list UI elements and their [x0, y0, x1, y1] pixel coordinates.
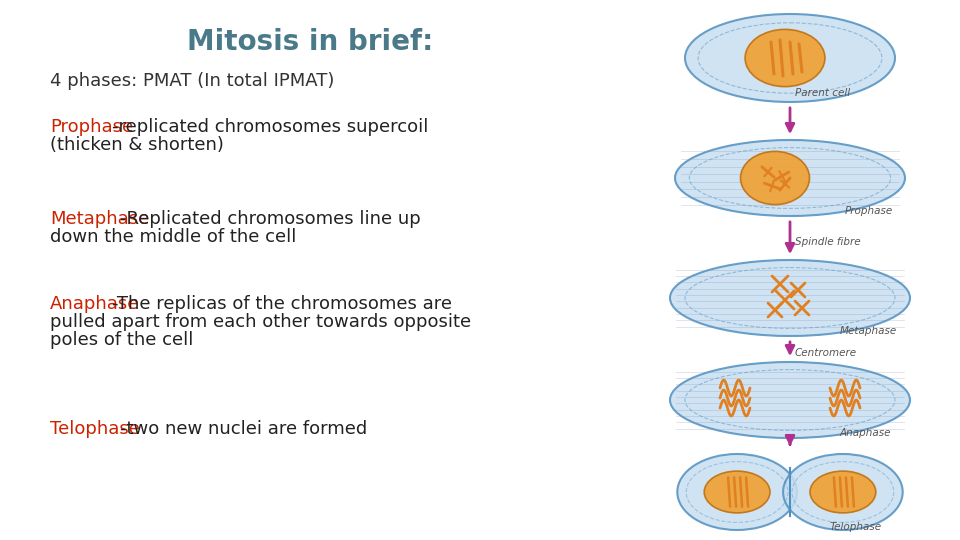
- Ellipse shape: [740, 151, 809, 205]
- Ellipse shape: [705, 471, 770, 513]
- Ellipse shape: [670, 362, 910, 438]
- Text: Anaphase: Anaphase: [840, 428, 892, 438]
- Ellipse shape: [783, 454, 902, 530]
- Text: 4 phases: PMAT (In total IPMAT): 4 phases: PMAT (In total IPMAT): [50, 72, 334, 90]
- Text: -Replicated chromosomes line up: -Replicated chromosomes line up: [120, 210, 420, 228]
- Text: pulled apart from each other towards opposite: pulled apart from each other towards opp…: [50, 313, 471, 331]
- Ellipse shape: [685, 14, 895, 102]
- Ellipse shape: [678, 454, 797, 530]
- Text: Anaphase: Anaphase: [50, 295, 139, 313]
- Text: Metaphase: Metaphase: [50, 210, 149, 228]
- Text: -replicated chromosomes supercoil: -replicated chromosomes supercoil: [112, 118, 429, 136]
- Ellipse shape: [675, 140, 905, 216]
- Ellipse shape: [670, 260, 910, 336]
- Text: Telophase: Telophase: [830, 522, 882, 532]
- Text: -two new nuclei are formed: -two new nuclei are formed: [120, 420, 368, 438]
- Text: Mitosis in brief:: Mitosis in brief:: [187, 28, 433, 56]
- Text: Centromere: Centromere: [795, 348, 857, 358]
- Text: -The replicas of the chromosomes are: -The replicas of the chromosomes are: [112, 295, 452, 313]
- Text: poles of the cell: poles of the cell: [50, 332, 193, 349]
- Ellipse shape: [810, 471, 876, 513]
- Text: Prophase: Prophase: [50, 118, 133, 136]
- Text: down the middle of the cell: down the middle of the cell: [50, 228, 297, 246]
- Text: (thicken & shorten): (thicken & shorten): [50, 136, 224, 154]
- Text: Prophase: Prophase: [845, 206, 893, 216]
- Text: Parent cell: Parent cell: [795, 88, 851, 98]
- Text: Spindle fibre: Spindle fibre: [795, 237, 860, 247]
- Text: Metaphase: Metaphase: [840, 326, 898, 336]
- Ellipse shape: [745, 29, 825, 86]
- Text: Telophase: Telophase: [50, 420, 140, 438]
